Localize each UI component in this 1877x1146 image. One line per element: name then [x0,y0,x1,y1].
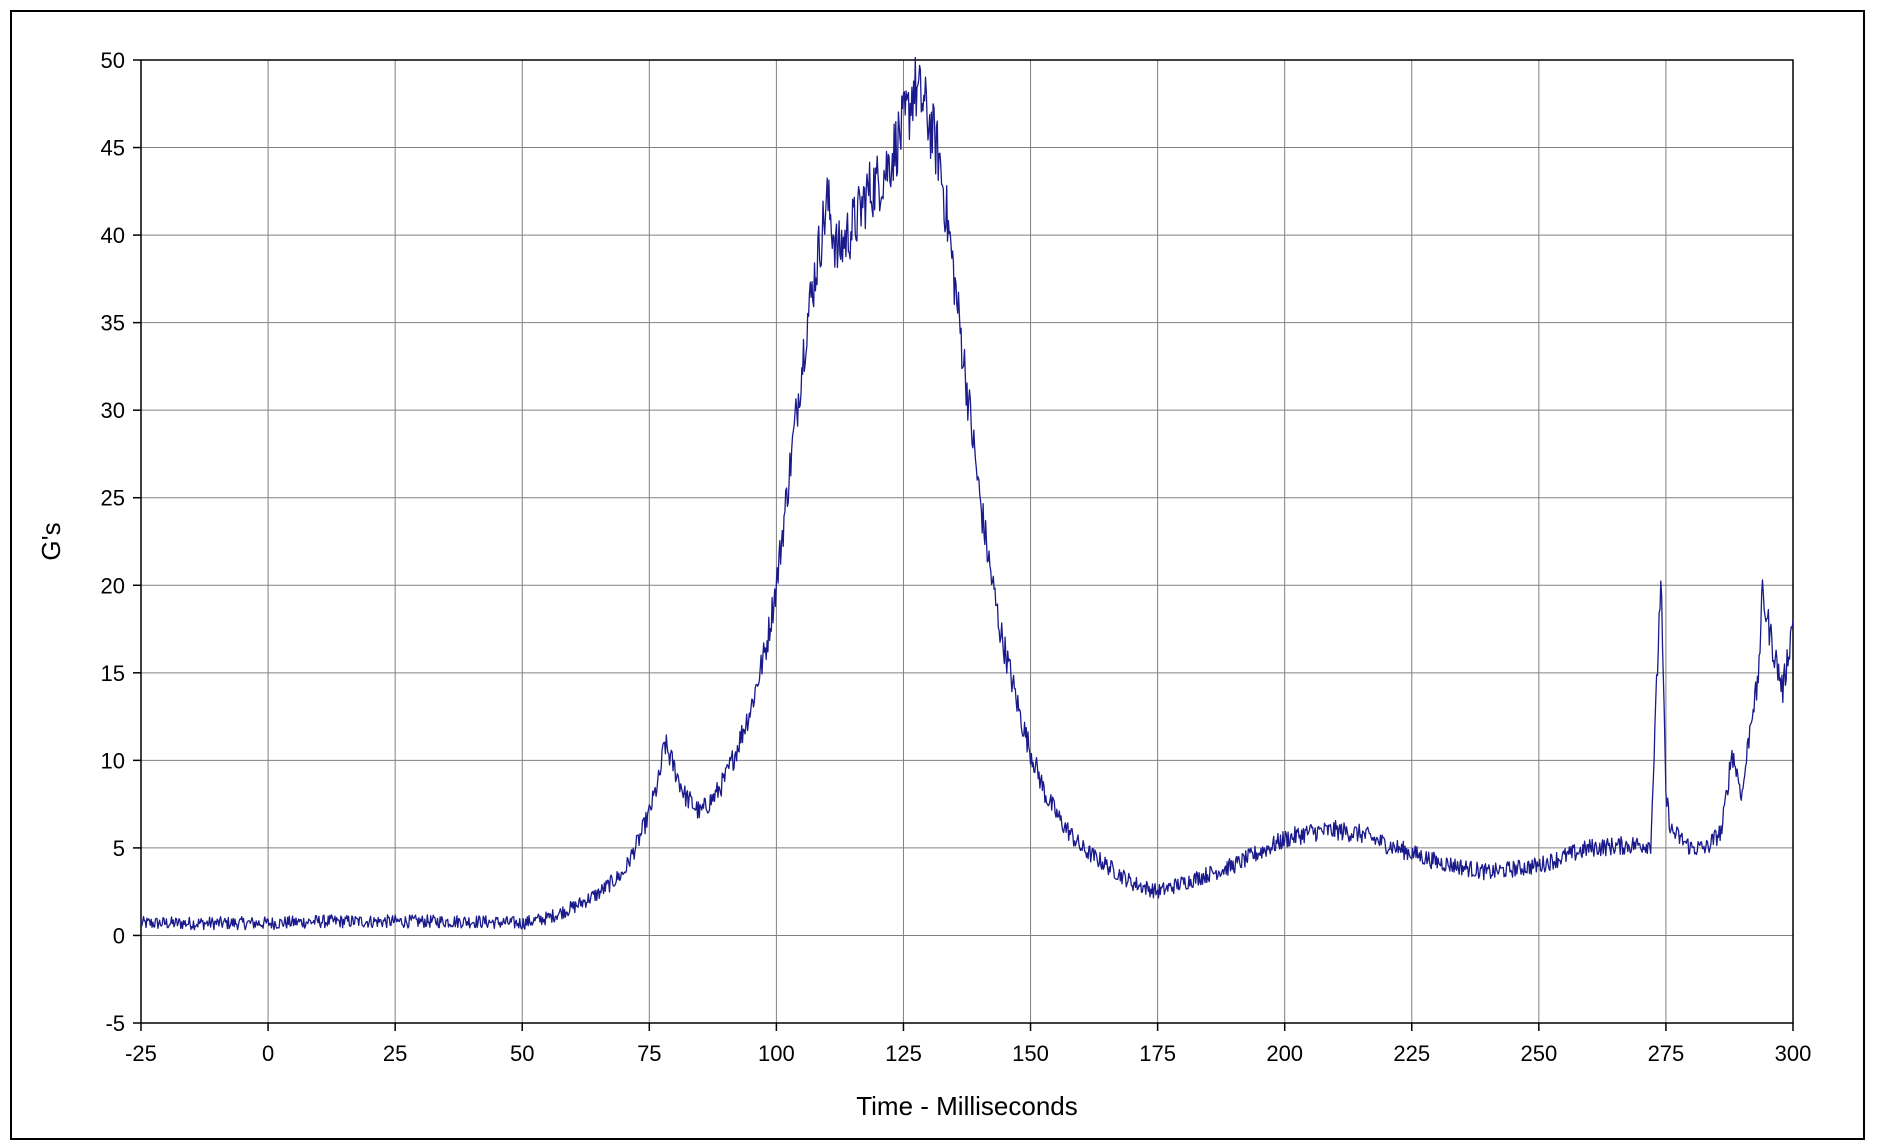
x-tick-label: 0 [262,1041,274,1066]
x-tick-label: 275 [1648,1041,1685,1066]
axis-layer [133,59,1794,1031]
series-layer [140,56,1794,931]
y-tick-label: 5 [113,836,125,861]
x-tick-label: 175 [1139,1041,1176,1066]
x-tick-label: 200 [1266,1041,1303,1066]
x-tick-label: 125 [885,1041,922,1066]
x-tick-label: 150 [1012,1041,1049,1066]
x-tick-label: 25 [383,1041,407,1066]
x-tick-label: 75 [637,1041,661,1066]
y-axis-title: G's [36,522,66,560]
y-tick-label: 25 [101,486,125,511]
y-tick-label: 35 [101,311,125,336]
y-tick-label: 10 [101,748,125,773]
x-tick-label: 100 [758,1041,795,1066]
y-tick-label: 50 [101,48,125,73]
y-tick-label: -5 [105,1011,125,1036]
series-line [140,56,1794,931]
chart-frame [10,10,1865,1140]
y-tick-label: 40 [101,223,125,248]
x-axis-title: Time - Milliseconds [856,1091,1078,1121]
y-tick-label: 15 [101,661,125,686]
x-tick-label: -25 [125,1041,157,1066]
y-tick-label: 30 [101,398,125,423]
x-tick-label: 250 [1520,1041,1557,1066]
y-tick-label: 0 [113,923,125,948]
grid-layer [140,59,1794,1024]
y-tick-label: 20 [101,573,125,598]
plot-area-border [140,59,1794,1024]
y-tick-label: 45 [101,136,125,161]
x-tick-label: 300 [1775,1041,1812,1066]
x-tick-label: 50 [510,1041,534,1066]
x-tick-label: 225 [1393,1041,1430,1066]
tick-label-layer: -25 0 25 50 75 100 125 150 175 200 225 250 275 300 -5 0… [101,48,1812,1066]
